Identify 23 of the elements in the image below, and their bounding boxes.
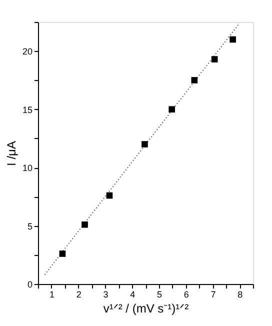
- point: [59, 250, 66, 257]
- y-tick-label: 10: [22, 163, 32, 174]
- x-tick-label: 3: [103, 290, 108, 300]
- x-tick-label: 2: [76, 290, 82, 300]
- y-tick-label: 20: [22, 46, 32, 57]
- x-tick-label: 8: [238, 290, 243, 300]
- point: [230, 36, 236, 43]
- point: [168, 106, 175, 112]
- point: [82, 221, 88, 228]
- x-tick-label: 1: [49, 290, 54, 300]
- x-tick-label: 6: [184, 290, 189, 300]
- y-tick-label: 15: [22, 104, 32, 115]
- x-tick-label: 4: [130, 290, 136, 300]
- point: [211, 56, 218, 62]
- y-axis-title: I /μA: [4, 141, 18, 166]
- x-axis-title: v¹ᐟ² / (mV s⁻¹)¹ᐟ²: [103, 302, 189, 316]
- x-tick-label: 7: [210, 290, 216, 300]
- x-tick-label: 5: [156, 290, 162, 300]
- point: [142, 141, 148, 148]
- y-tick-label: 0: [27, 280, 32, 290]
- y-tick-label: 5: [27, 221, 32, 232]
- point: [191, 77, 198, 84]
- point: [106, 192, 113, 199]
